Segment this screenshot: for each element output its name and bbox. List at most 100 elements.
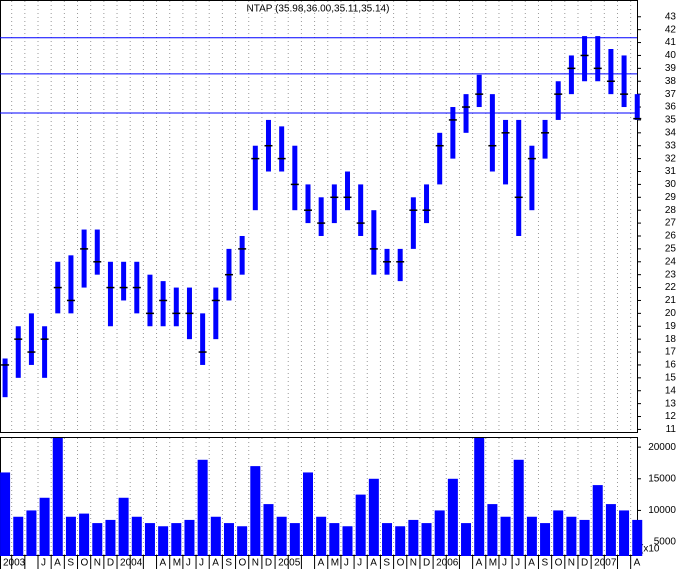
volume-bar xyxy=(395,526,406,556)
x-tick-label: J xyxy=(199,558,204,569)
volume-bar xyxy=(553,510,564,556)
volume-bar xyxy=(605,504,616,556)
y-tick-label: 13 xyxy=(665,398,677,409)
x-tick-label: S xyxy=(541,558,548,569)
volume-bar xyxy=(223,523,234,556)
y-tick-label: 34 xyxy=(665,127,677,138)
y-tick-label: 18 xyxy=(665,334,677,345)
y-tick-label: 29 xyxy=(665,192,677,203)
x-tick-label: N xyxy=(252,558,259,569)
x-tick-label: J xyxy=(502,558,507,569)
volume-bar xyxy=(237,526,248,556)
volume-bar xyxy=(579,519,590,556)
x-tick-label: 2006 xyxy=(436,558,459,569)
y2-tick-label: 20000 xyxy=(648,442,676,453)
x-tick-label: A xyxy=(54,558,61,569)
volume-bar xyxy=(171,523,182,556)
price-range xyxy=(121,261,127,301)
price-range xyxy=(542,119,548,159)
volume-bar xyxy=(65,516,76,556)
price-range xyxy=(424,184,430,224)
y-tick-label: 19 xyxy=(665,321,677,332)
x-tick-label: 2007 xyxy=(594,558,617,569)
x-tick-label: O xyxy=(555,558,563,569)
y-tick-label: 39 xyxy=(665,63,677,74)
x-tick-label: J xyxy=(186,558,191,569)
price-range xyxy=(555,81,561,120)
price-range xyxy=(634,94,640,120)
volume-bar xyxy=(79,513,90,556)
x-tick-label: 2005 xyxy=(278,558,301,569)
price-range xyxy=(239,235,245,275)
volume-bar xyxy=(118,497,129,556)
volume-bar xyxy=(355,494,366,556)
volume-bar xyxy=(39,497,50,556)
x-tick-label: D xyxy=(265,558,272,569)
y2-tick-label: 5000 xyxy=(654,537,677,548)
price-range xyxy=(200,313,206,365)
volume-bar xyxy=(632,519,643,556)
y-tick-label: 32 xyxy=(665,153,677,164)
x-tick-label: A xyxy=(634,558,641,569)
volume-bar xyxy=(408,519,419,556)
y2-tick-label: 10000 xyxy=(648,505,676,516)
price-range xyxy=(42,326,48,378)
price-range xyxy=(397,248,403,282)
y-tick-label: 22 xyxy=(665,282,677,293)
volume-bar xyxy=(461,523,472,556)
y-tick-label: 23 xyxy=(665,269,677,280)
y-tick-label: 41 xyxy=(665,37,677,48)
y-tick-label: 35 xyxy=(665,115,677,126)
y-tick-label: 25 xyxy=(665,244,677,255)
volume-bar xyxy=(540,523,551,556)
price-range xyxy=(437,132,443,185)
x-tick-label: M xyxy=(173,558,181,569)
chart-title: NTAP (35.98,36.00,35.11,35.14) xyxy=(247,4,390,15)
volume-bar xyxy=(158,526,169,556)
y-tick-label: 12 xyxy=(665,411,677,422)
price-range xyxy=(15,326,21,378)
price-range xyxy=(213,287,219,340)
x-tick-label: 2004 xyxy=(120,558,143,569)
y-tick-label: 37 xyxy=(665,89,677,100)
y-tick-label: 20 xyxy=(665,308,677,319)
y-tick-label: 43 xyxy=(665,11,677,22)
volume-bar xyxy=(619,510,630,556)
volume-bar xyxy=(302,472,313,556)
price-range xyxy=(279,126,285,172)
x-tick-label: A xyxy=(476,558,483,569)
x-tick-label: J xyxy=(41,558,46,569)
volume-bar xyxy=(316,516,327,556)
price-range xyxy=(2,358,8,398)
volume-bar xyxy=(421,523,432,556)
x-tick-label: N xyxy=(410,558,417,569)
price-range xyxy=(345,171,351,211)
volume-unit: (x10 xyxy=(640,544,660,555)
price-panel xyxy=(0,0,638,433)
volume-bar xyxy=(289,523,300,556)
x-tick-label: A xyxy=(528,558,535,569)
x-tick-label: S xyxy=(383,558,390,569)
y-tick-label: 11 xyxy=(666,424,677,435)
x-tick-label: J xyxy=(357,558,362,569)
x-tick-label: A xyxy=(318,558,325,569)
volume-bar xyxy=(276,516,287,556)
price-range xyxy=(292,145,298,211)
x-tick-label: S xyxy=(67,558,74,569)
price-range xyxy=(463,94,469,133)
y-tick-label: 36 xyxy=(665,102,677,113)
volume-bar xyxy=(329,523,340,556)
price-range xyxy=(94,229,100,275)
x-tick-label: N xyxy=(568,558,575,569)
x-tick-label: S xyxy=(225,558,232,569)
x-tick-label: D xyxy=(581,558,588,569)
price-range xyxy=(595,36,601,82)
price-range xyxy=(68,255,74,314)
volume-bar xyxy=(0,472,11,556)
x-tick-label: J xyxy=(515,558,520,569)
volume-bar xyxy=(26,510,37,556)
y-tick-label: 17 xyxy=(665,347,677,358)
y-tick-label: 31 xyxy=(665,166,677,177)
y-tick-label: 14 xyxy=(665,385,677,396)
price-range xyxy=(305,184,311,224)
